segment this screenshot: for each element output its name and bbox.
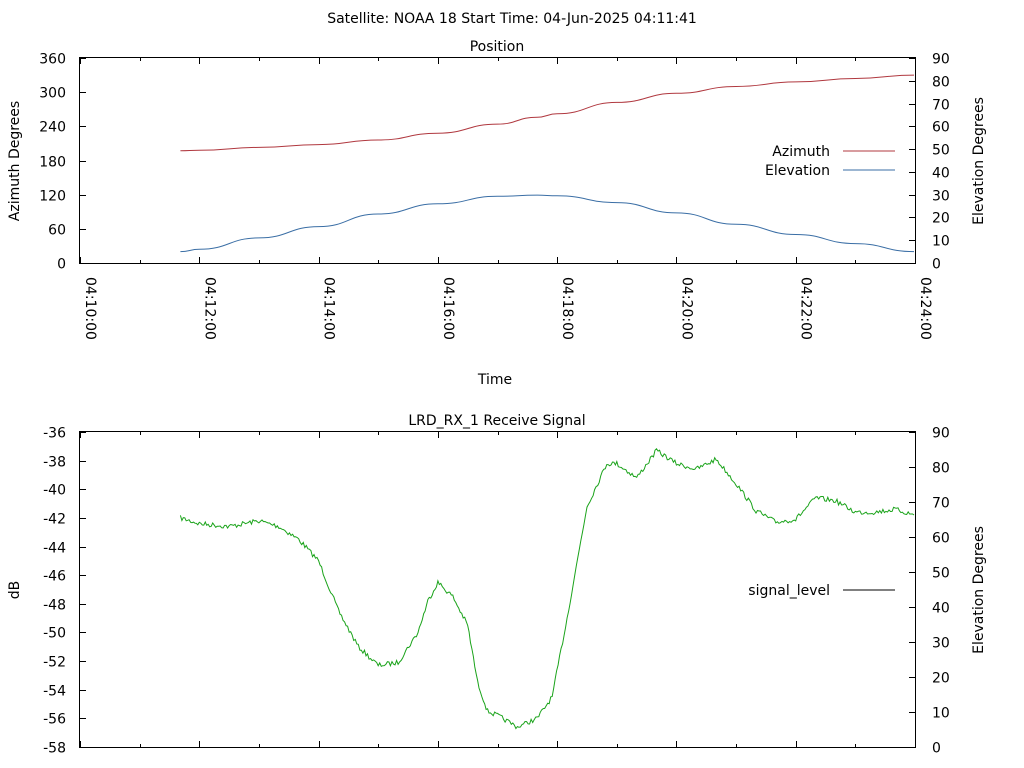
signal-plot-frame: [79, 431, 916, 748]
y-tick-label: 240: [39, 120, 66, 136]
signal-y2-axis-label: Elevation Degrees: [971, 526, 987, 654]
y-tick-label: 360: [39, 52, 66, 68]
x-tick-label: 04:10:00: [82, 277, 98, 340]
signal-y-axis-label: dB: [7, 581, 23, 600]
y2-tick-label: 40: [932, 166, 950, 182]
position-y2-axis: 0 10 20 30 40 50 60 70 80 90: [909, 52, 950, 273]
x-tick-label: 04:22:00: [798, 277, 814, 340]
signal-x-axis: [80, 432, 916, 747]
y2-tick-label: 20: [932, 671, 950, 687]
y2-tick-label: 50: [932, 143, 950, 159]
figure-title: Satellite: NOAA 18 Start Time: 04-Jun-20…: [327, 11, 697, 27]
legend-azimuth-label: Azimuth: [772, 144, 830, 160]
y-tick-label: -36: [43, 426, 66, 442]
position-y-axis: 0 60 120 180 240 300 360: [39, 52, 86, 273]
position-legend: Azimuth Elevation: [765, 144, 895, 179]
y2-tick-label: 0: [932, 741, 941, 757]
position-x-axis: 04:10:00 04:12:00 04:14:00 04:16:00 04:18:00…: [80, 58, 933, 340]
y2-tick-label: 60: [932, 120, 950, 136]
position-title: Position: [470, 39, 525, 55]
y-tick-label: 180: [39, 155, 66, 171]
y2-tick-label: 10: [932, 706, 950, 722]
y-tick-label: -42: [43, 512, 66, 528]
y-tick-label: -58: [43, 741, 66, 757]
signal-y-axis: -58 -56 -54 -52 -50 -48 -46 -44 -42 -40 -38 -36: [43, 426, 86, 757]
y-tick-label: -50: [43, 626, 66, 642]
y2-tick-label: 60: [932, 531, 950, 547]
position-y-axis-label: Azimuth Degrees: [7, 101, 23, 221]
y-tick-label: -52: [43, 655, 66, 671]
x-tick-label: 04:16:00: [440, 277, 456, 340]
y2-tick-label: 30: [932, 636, 950, 652]
y2-tick-label: 70: [932, 496, 950, 512]
signal-y2-axis: 0 10 20 30 40 50 60 70 80 90: [909, 426, 950, 757]
signal-legend: signal_level: [748, 583, 895, 599]
y-tick-label: -56: [43, 712, 66, 728]
y-tick-label: -40: [43, 483, 66, 499]
x-tick-label: 04:14:00: [321, 277, 337, 340]
y2-tick-label: 80: [932, 75, 950, 91]
y2-tick-label: 50: [932, 566, 950, 582]
elevation-series-line: [180, 194, 915, 253]
signal-title: LRD_RX_1 Receive Signal: [408, 413, 585, 429]
signal-panel: LRD_RX_1 Receive Signal -58-56-54-52-50-…: [7, 413, 987, 757]
y-tick-label: -38: [43, 455, 66, 471]
y-tick-label: 0: [57, 257, 66, 273]
y2-tick-label: 20: [932, 211, 950, 227]
y-tick-label: 300: [39, 86, 66, 102]
y2-tick-label: 30: [932, 189, 950, 205]
y-tick-label: -46: [43, 569, 66, 585]
x-tick-label: 04:24:00: [917, 277, 933, 340]
y2-tick-label: 10: [932, 234, 950, 250]
y2-tick-label: 70: [932, 98, 950, 114]
y-tick-label: -48: [43, 598, 66, 614]
y2-tick-label: 0: [932, 257, 941, 273]
x-tick-label: 04:20:00: [678, 277, 694, 340]
y-tick-label: -54: [43, 684, 66, 700]
legend-signal-label: signal_level: [748, 583, 830, 599]
y-tick-label: -44: [43, 541, 66, 557]
y-tick-label: 60: [48, 223, 66, 239]
y2-tick-label: 90: [932, 426, 950, 442]
x-tick-label: 04:18:00: [559, 277, 575, 340]
y2-tick-label: 90: [932, 52, 950, 68]
y2-tick-label: 40: [932, 601, 950, 617]
position-x-axis-label: Time: [477, 372, 512, 388]
azimuth-series-line: [180, 74, 915, 152]
legend-elevation-label: Elevation: [765, 163, 830, 179]
y2-tick-label: 80: [932, 461, 950, 477]
y-tick-label: 120: [39, 189, 66, 205]
position-y2-axis-label: Elevation Degrees: [971, 97, 987, 225]
signal-level-series-line: [179, 448, 915, 730]
position-panel: Position 0 60 120 180 240 300 360 0 10 20 30 40 50 6…: [7, 39, 987, 388]
x-tick-label: 04:12:00: [201, 277, 217, 340]
position-plot-frame: [79, 57, 916, 264]
